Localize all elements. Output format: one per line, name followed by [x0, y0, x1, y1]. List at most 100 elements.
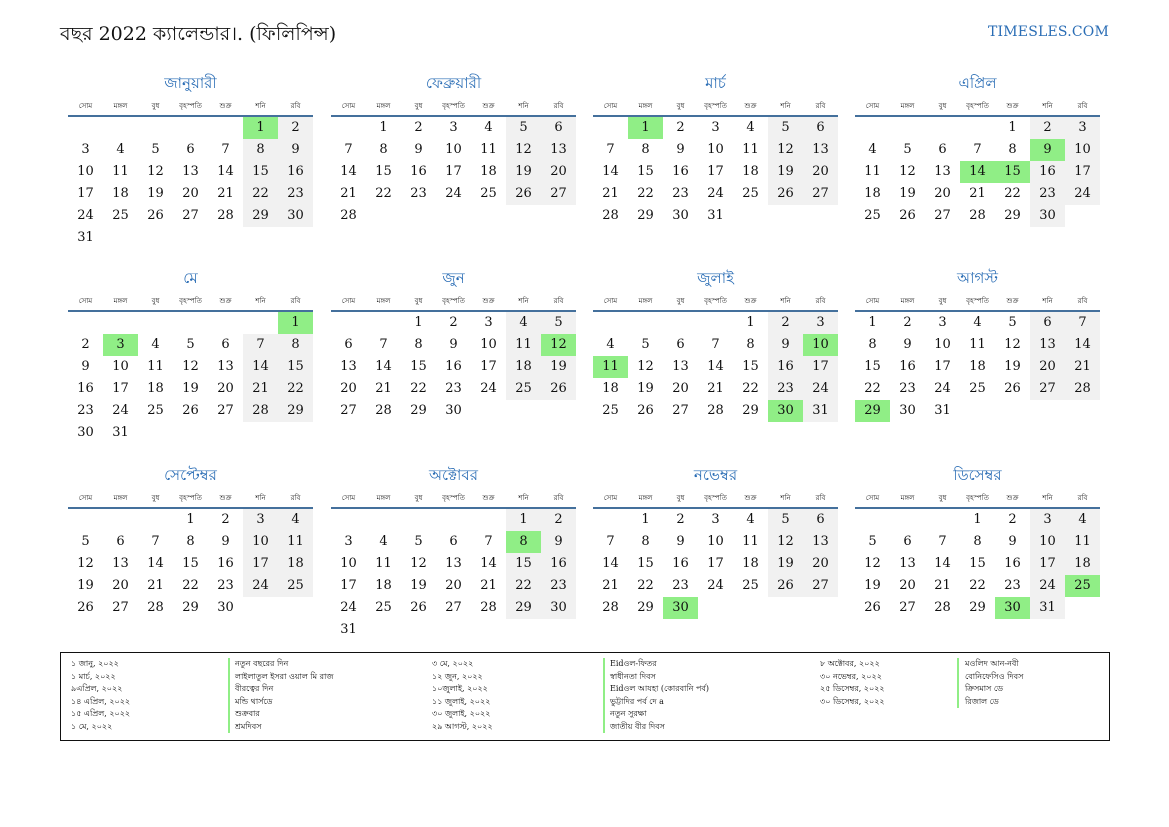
day-cell: 25: [112, 208, 129, 223]
weekday-label: শুক্র: [1006, 494, 1019, 502]
holiday-date: ৩ মে, ২০২২: [432, 659, 474, 668]
day-cell: 7: [973, 142, 982, 157]
day-cell: 22: [742, 381, 759, 396]
day-cell: 12: [768, 531, 803, 553]
holiday-marker-bar: [228, 658, 230, 733]
day-cell: 18: [112, 186, 129, 201]
weekday-label: সোম: [865, 297, 880, 305]
day-cell: 29: [506, 597, 541, 619]
day-cell: 17: [803, 356, 838, 378]
day-cell: 29: [637, 208, 654, 223]
day-cell: 21: [217, 186, 234, 201]
day-cell: 2: [414, 120, 423, 135]
weekday-label: বুধ: [938, 297, 947, 305]
weekday-label: বুধ: [151, 102, 160, 110]
day-cell: 29: [182, 600, 199, 615]
weekday-header: সোম মঙ্গল বুধ বৃহস্পতি শুক্র শনি রবি: [855, 97, 1100, 117]
day-cell: 13: [803, 139, 838, 161]
day-cell: 6: [344, 337, 353, 352]
day-cell: 25: [969, 381, 986, 396]
day-cell: 28: [934, 600, 951, 615]
weekday-label: শনি: [255, 494, 266, 502]
weekday-label: বৃহস্পতি: [179, 102, 202, 110]
day-cell: 16: [768, 356, 803, 378]
day-cell: 27: [899, 600, 916, 615]
holiday-name: জাতীয় বীর দিবস: [610, 721, 665, 731]
days-grid: 1 2 3 4 5 6 7 8 9 10 11 12 13 14 15 16 17 18 19 20 21 22 23 24 2…: [593, 509, 838, 619]
day-cell: 17: [77, 186, 94, 201]
month-calendar: ডিসেম্বর সোম মঙ্গল বুধ বৃহস্পতি শুক্র শনি রবি 1 2…: [855, 464, 1100, 619]
day-cell: 8: [1008, 142, 1017, 157]
empty-day-cell: [890, 509, 925, 531]
day-cell: 28: [340, 208, 357, 223]
day-cell: 8: [641, 142, 650, 157]
empty-day-cell: [366, 509, 401, 531]
day-cell: 1: [379, 120, 388, 135]
day-cell: 20: [803, 161, 838, 183]
day-cell: 20: [445, 578, 462, 593]
weekday-label: মঙ্গল: [376, 297, 391, 305]
day-cell: 16: [672, 556, 689, 571]
day-cell: 3: [243, 509, 278, 531]
month-name: ডিসেম্বর: [953, 466, 1002, 484]
day-cell: 13: [672, 359, 689, 374]
month-calendar: সেপ্টেম্বর সোম মঙ্গল বুধ বৃহস্পতি শুক্র শনি রবি…: [68, 464, 313, 619]
day-cell: 15: [375, 164, 392, 179]
day-cell: 22: [278, 378, 313, 400]
day-cell: 15: [243, 161, 278, 183]
weekday-label: সোম: [78, 102, 93, 110]
weekday-label: মঙ্গল: [638, 102, 653, 110]
empty-day-cell: [855, 509, 890, 531]
day-cell: 29: [278, 400, 313, 422]
month-name: মে: [183, 269, 198, 287]
day-cell: 12: [1004, 337, 1021, 352]
holiday-dates-column-3: ৮ অক্টোবর, ২০২২ ৩০ নভেম্বর, ২০২২ ২৫ ডিসে…: [820, 658, 885, 708]
day-cell: 24: [707, 578, 724, 593]
holiday-dates-column-1: ১ জানু, ২০২২ ১ মার্চ, ২০২২ ৯এপ্রিল, ২০২২…: [71, 658, 130, 733]
holiday-name: বোনিফেসিও দিবস: [965, 671, 1024, 681]
day-cell: 23: [541, 575, 576, 597]
day-cell: 2: [903, 315, 912, 330]
empty-day-cell: [138, 509, 173, 531]
day-cell: 11: [375, 556, 392, 571]
day-cell: 7: [1065, 312, 1100, 334]
empty-day-cell: [925, 509, 960, 531]
day-cell: 23: [1030, 183, 1065, 205]
weekday-label: বুধ: [676, 102, 685, 110]
weekday-label: বুধ: [151, 297, 160, 305]
holiday-name: ভুট্টাদির পর্ব দে a: [610, 696, 664, 706]
day-cell: 15: [742, 359, 759, 374]
day-cell: 9: [414, 142, 423, 157]
holiday-marker-bar: [957, 658, 959, 708]
brand-link[interactable]: TIMESLES.COM: [988, 24, 1109, 40]
empty-day-cell: [68, 312, 103, 334]
weekday-label: রবি: [1077, 297, 1088, 305]
day-cell: 26: [147, 208, 164, 223]
day-cell: 5: [541, 312, 576, 334]
day-cell: 26: [77, 600, 94, 615]
day-cell: 9: [903, 337, 912, 352]
empty-day-cell: [331, 117, 366, 139]
day-cell: 18: [742, 556, 759, 571]
day-cell: 17: [707, 556, 724, 571]
weekday-label: শুক্র: [1006, 297, 1019, 305]
holiday-name: নতুন সুরক্ষা: [610, 709, 647, 718]
holiday-day-cell: 29: [855, 400, 890, 422]
day-cell: 9: [221, 534, 230, 549]
day-cell: 23: [899, 381, 916, 396]
empty-day-cell: [103, 509, 138, 531]
day-cell: 4: [746, 120, 755, 135]
day-cell: 25: [375, 600, 392, 615]
day-cell: 19: [899, 186, 916, 201]
holiday-name: Eidওল-ফিতর: [610, 659, 657, 668]
day-cell: 7: [484, 534, 493, 549]
day-cell: 19: [768, 161, 803, 183]
day-cell: 17: [1030, 553, 1065, 575]
holiday-date: ১০জুলাই, ২০২২: [432, 684, 488, 693]
holiday-date: ১১ জুলাই, ২০২২: [432, 696, 491, 706]
empty-day-cell: [331, 509, 366, 531]
weekday-label: রবি: [290, 102, 301, 110]
day-cell: 19: [506, 161, 541, 183]
days-grid: 1 2 3 4 5 6 7 8 9 10 11 12 13 14 15 16 17 18 19 20 21 22 23 24 2…: [593, 117, 838, 227]
weekday-label: শুক্র: [744, 494, 757, 502]
